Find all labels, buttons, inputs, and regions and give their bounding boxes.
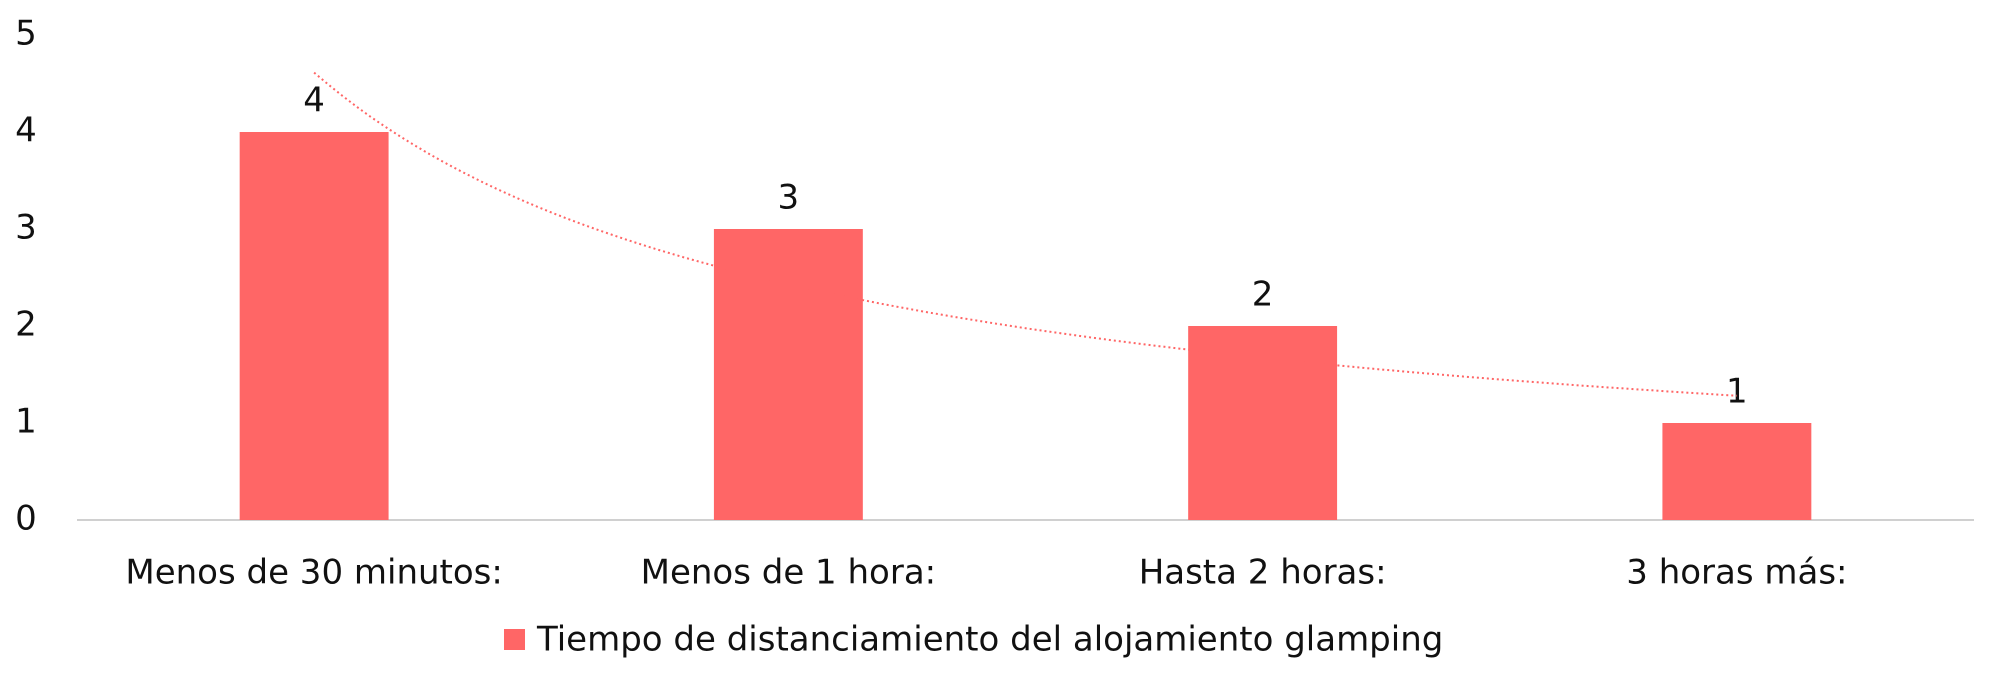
y-tick-label: 5 [15,14,37,54]
y-tick-label: 1 [15,402,37,442]
legend-label: Tiempo de distanciamiento del alojamient… [536,620,1443,660]
x-tick-label: 3 horas más: [1626,553,1847,593]
trendline [313,71,1737,397]
y-tick-label: 3 [15,208,37,248]
bar [1662,423,1812,520]
bar [713,229,863,520]
y-tick-label: 2 [15,305,37,345]
bar [239,132,389,520]
data-label: 3 [778,178,800,218]
data-label: 2 [1252,275,1274,315]
bar [1188,326,1338,520]
x-tick-label: Menos de 30 minutos: [125,553,502,593]
x-tick-label: Menos de 1 hora: [641,553,937,593]
data-label: 4 [303,81,325,121]
x-tick-label: Hasta 2 horas: [1139,553,1387,593]
y-tick-label: 4 [15,111,37,151]
data-label: 1 [1726,372,1748,412]
y-tick-label: 0 [15,499,37,539]
legend-swatch [504,629,525,650]
